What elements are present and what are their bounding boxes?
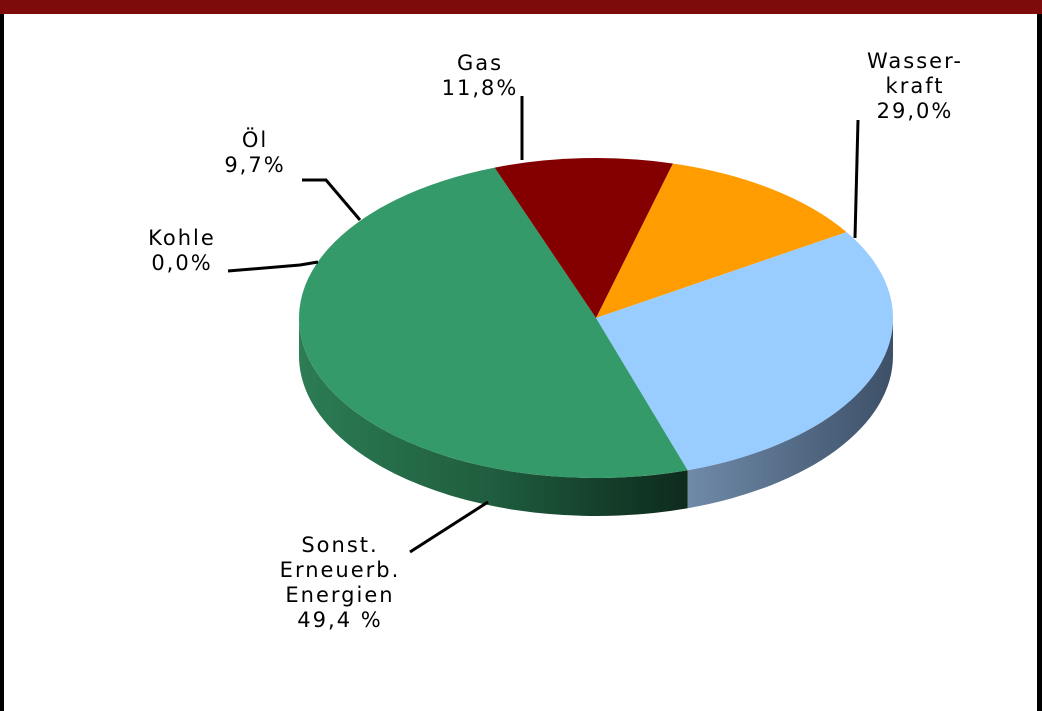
slice-label-line: 11,8% bbox=[442, 76, 519, 100]
pie-slice-gas bbox=[596, 163, 847, 318]
pie-slice-side-sonst-erneuerb-energien bbox=[299, 318, 688, 516]
pie-depth-layer bbox=[299, 318, 893, 516]
leader-line-wasserkraft bbox=[853, 119, 860, 239]
leader-line-kohle bbox=[227, 260, 319, 273]
frame-border-right bbox=[1037, 14, 1042, 711]
slice-label-line: 0,0% bbox=[151, 251, 212, 275]
slice-label-line: 9,7% bbox=[224, 153, 285, 177]
slice-labels-layer: Gas 11,8% Wasser-kraft 29,0% Sonst. Erneuerb.… bbox=[148, 49, 963, 632]
slice-label-line: Kohle bbox=[148, 226, 216, 250]
pie-slice-sonst-erneuerb-energien bbox=[298, 167, 688, 479]
pie-slice-öl bbox=[494, 158, 673, 318]
pie-slice-wasserkraft bbox=[596, 232, 893, 471]
slice-label-öl: Öl 9,7% bbox=[224, 127, 285, 177]
slice-label-line: Öl bbox=[242, 127, 268, 152]
leader-line-öl bbox=[302, 178, 362, 221]
slice-label-line: Wasser- bbox=[867, 49, 963, 73]
slice-label-line: Erneuerb. bbox=[280, 558, 401, 582]
slice-label-line: 49,4 % bbox=[297, 608, 382, 632]
slice-label-line: Energien bbox=[285, 583, 394, 607]
slice-label-line: 29,0% bbox=[877, 99, 954, 123]
pie-slices-layer bbox=[298, 158, 893, 479]
leader-line-sonst-erneuerb-energien bbox=[409, 500, 489, 554]
slice-label-gas: Gas 11,8% bbox=[442, 51, 519, 100]
slice-label-line: Sonst. bbox=[301, 533, 378, 557]
pie-slice-side-wasserkraft bbox=[687, 318, 893, 509]
leader-lines-layer bbox=[227, 96, 860, 554]
slice-label-line: kraft bbox=[886, 74, 945, 98]
slice-label-kohle: Kohle 0,0% bbox=[148, 226, 216, 275]
slice-label-line: Gas bbox=[457, 51, 503, 75]
slice-label-sonst-erneuerb-energien: Sonst. Erneuerb. Energien 49,4 % bbox=[280, 533, 401, 632]
frame-border-left bbox=[0, 14, 4, 711]
slice-label-wasserkraft: Wasser-kraft 29,0% bbox=[867, 49, 963, 123]
header-band bbox=[0, 0, 1042, 14]
